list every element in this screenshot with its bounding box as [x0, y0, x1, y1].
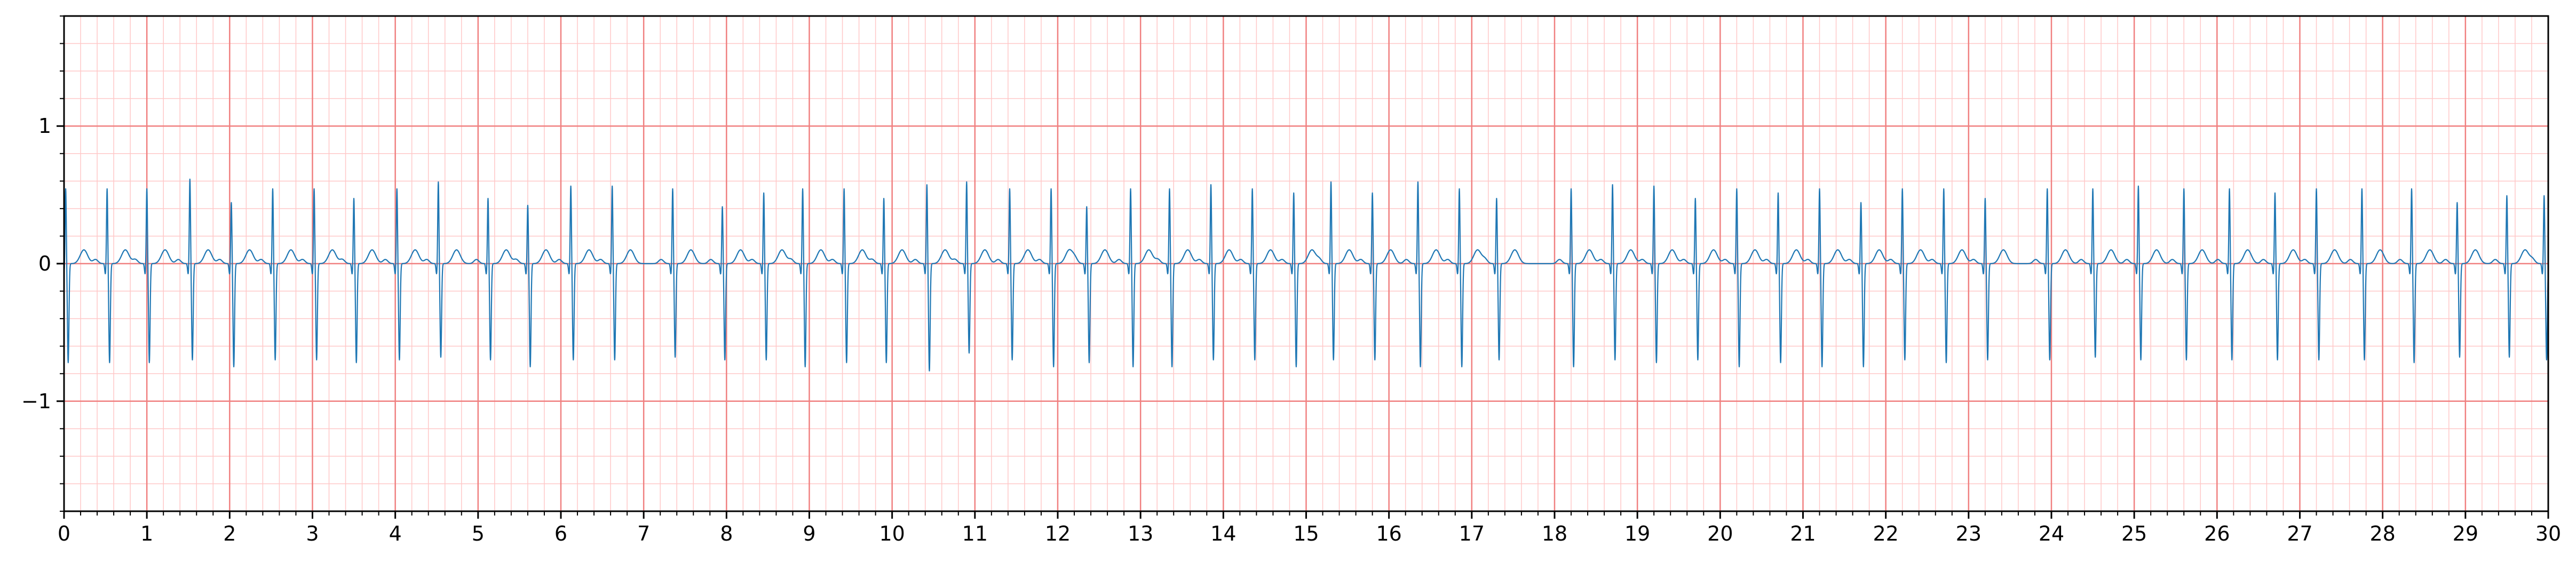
x-tick-label: 22: [1873, 522, 1898, 545]
x-tick-label: 29: [2453, 522, 2478, 545]
y-tick-label: 0: [38, 252, 51, 275]
x-tick-label: 5: [472, 522, 485, 545]
x-tick-label: 6: [554, 522, 567, 545]
x-tick-label: 27: [2287, 522, 2312, 545]
x-tick-label: 20: [1707, 522, 1733, 545]
x-tick-label: 11: [962, 522, 988, 545]
ecg-trace: [63, 178, 2549, 372]
x-tick-label: 4: [389, 522, 402, 545]
ecg-signal-layer: [63, 178, 2549, 372]
x-tick-label: 9: [803, 522, 815, 545]
y-tick-label: 1: [38, 114, 51, 138]
x-tick-label: 25: [2121, 522, 2147, 545]
x-tick-label: 8: [720, 522, 733, 545]
x-tick-label: 23: [1956, 522, 1981, 545]
x-axis: 0 1 2 3 4 5 6 7 8 9 10 11 12 13 14 15 16 17 18 19 20 21 22 23 24…: [58, 511, 2561, 545]
x-tick-label: 28: [2369, 522, 2395, 545]
x-tick-label: 15: [1293, 522, 1319, 545]
x-tick-label: 2: [223, 522, 236, 545]
x-tick-label: 24: [2039, 522, 2064, 545]
y-tick-label: −1: [21, 390, 51, 413]
x-tick-label: 13: [1128, 522, 1153, 545]
x-tick-label: 3: [306, 522, 319, 545]
x-tick-label: 10: [879, 522, 905, 545]
x-tick-label: 26: [2204, 522, 2230, 545]
x-tick-label: 21: [1790, 522, 1816, 545]
x-tick-label: 14: [1210, 522, 1236, 545]
x-tick-label: 18: [1542, 522, 1567, 545]
x-tick-label: 7: [637, 522, 650, 545]
x-tick-label: 19: [1624, 522, 1650, 545]
x-tick-label: 17: [1459, 522, 1485, 545]
x-tick-label: 12: [1045, 522, 1071, 545]
y-axis: −1 0 1: [21, 15, 64, 512]
x-tick-label: 1: [140, 522, 153, 545]
x-tick-label: 16: [1376, 522, 1401, 545]
x-tick-label: 0: [58, 522, 70, 545]
x-tick-label: 30: [2535, 522, 2561, 545]
